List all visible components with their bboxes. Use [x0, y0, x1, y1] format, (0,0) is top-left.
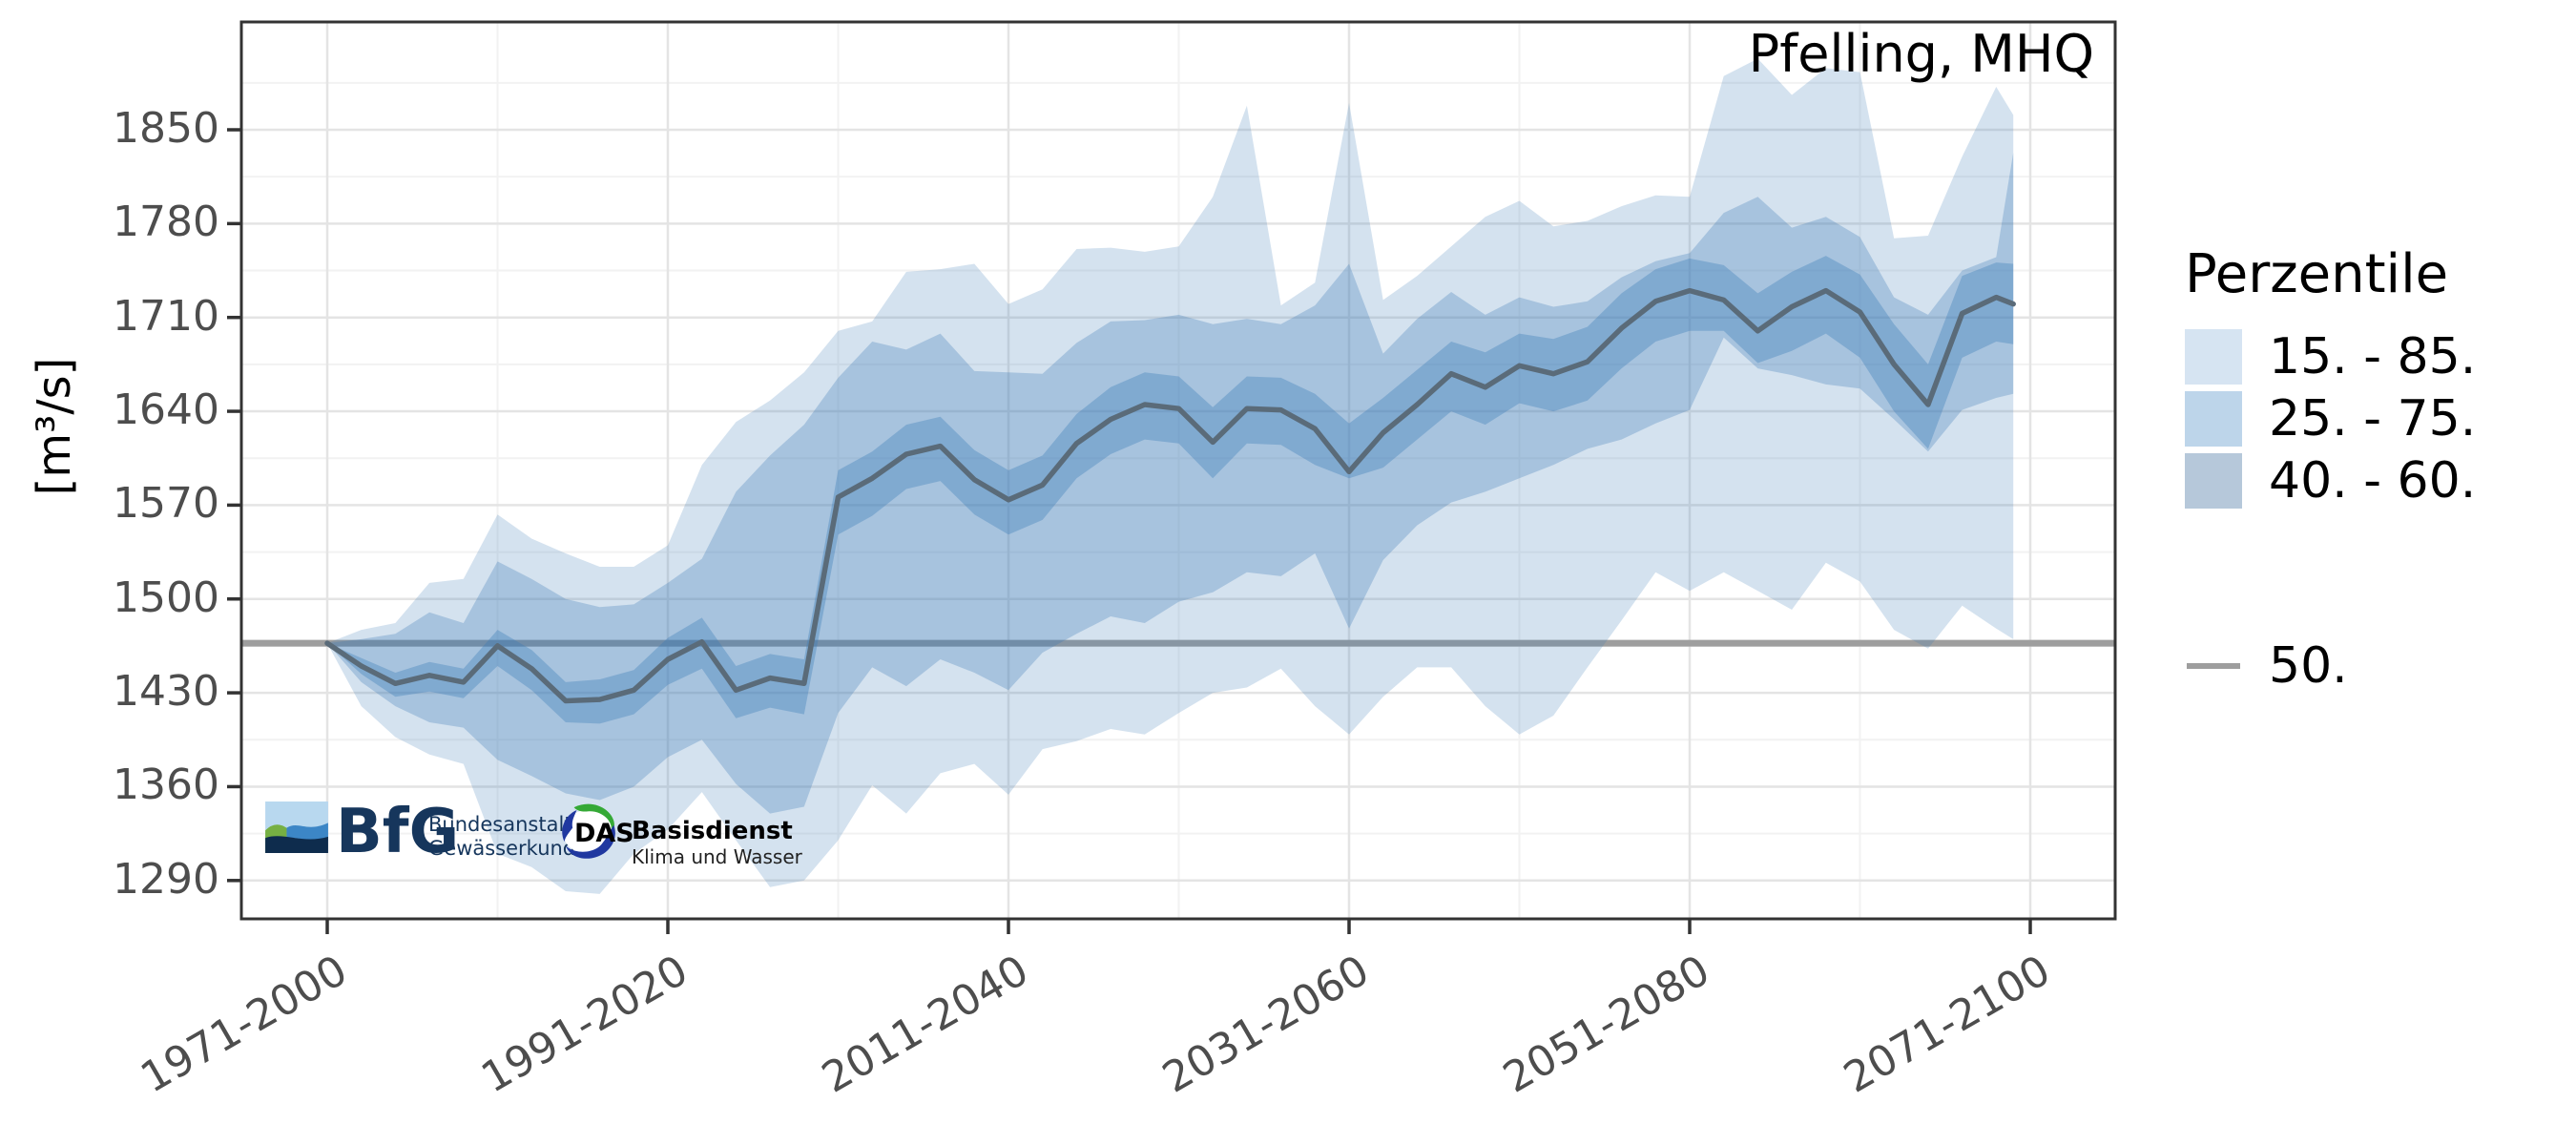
legend-swatch-25-75: [2185, 391, 2242, 447]
bfg-logo-abbr: BfG: [336, 797, 460, 867]
y-tick-label-1360: 1360: [113, 760, 219, 810]
bfg-logo-water: [265, 836, 328, 853]
das-logo-abbr: DAS: [574, 819, 634, 848]
median-line: [324, 287, 2016, 704]
band-25-75-: [327, 152, 2014, 814]
das-logo-line1: Basisdienst: [632, 817, 793, 845]
das-logo-line2: Klima und Wasser: [632, 845, 802, 868]
das-logo-blue-tail: [562, 809, 577, 843]
page-title: Pfelling, MHQ: [1748, 24, 2094, 84]
legend-median-line-sample: [2187, 663, 2240, 669]
y-tick-label-1290: 1290: [113, 854, 219, 904]
das-logo-blue-swoosh: [565, 824, 615, 859]
legend-label-40-60: 40. - 60.: [2269, 452, 2477, 510]
bfg-logo-icon: [265, 802, 328, 853]
y-tick-label-1500: 1500: [113, 572, 219, 622]
y-tick-label-1570: 1570: [113, 479, 219, 529]
y-tick-label-1850: 1850: [113, 104, 219, 153]
y-tick-label-1430: 1430: [113, 667, 219, 717]
band-40-60-: [327, 256, 2014, 724]
legend-swatch-15-85: [2185, 329, 2242, 385]
legend-label-50: 50.: [2269, 637, 2348, 695]
y-tick-label-1640: 1640: [113, 385, 219, 435]
panel-border: [239, 20, 2117, 921]
das-logo-icon: [562, 803, 615, 859]
legend-swatch-40-60: [2185, 453, 2242, 509]
y-tick-label-1710: 1710: [113, 291, 219, 341]
bfg-logo-name-line2: Gewässerkunde: [428, 837, 589, 860]
das-logo-green-swoosh: [573, 803, 614, 832]
bfg-logo-wave: [286, 822, 328, 843]
y-tick-label-1780: 1780: [113, 198, 219, 247]
legend-title: Perzentile: [2185, 243, 2449, 305]
das-logo-face: [563, 809, 613, 855]
legend-label-15-85: 15. - 85.: [2269, 328, 2477, 385]
legend-label-25-75: 25. - 75.: [2269, 390, 2477, 448]
